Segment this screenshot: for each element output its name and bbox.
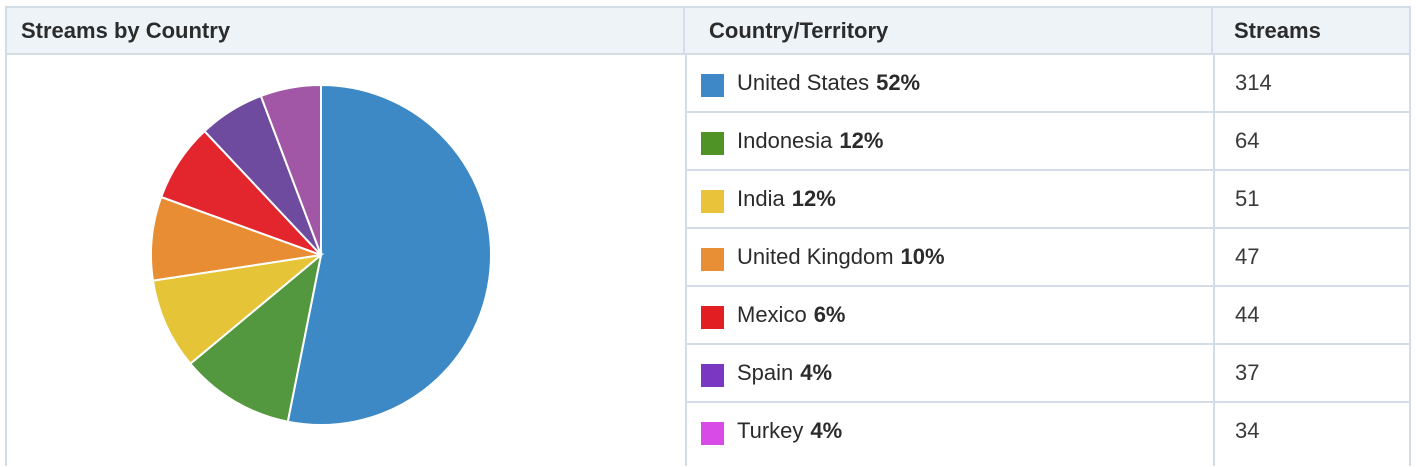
streams-value: 64	[1235, 128, 1260, 153]
streams-value: 314	[1235, 70, 1272, 95]
country-name: Turkey	[737, 418, 804, 443]
pie-chart	[150, 83, 493, 426]
country-name: Spain	[737, 360, 794, 385]
table-row[interactable]: Turkey 4% 34	[687, 403, 1409, 461]
streams-value: 44	[1235, 302, 1260, 327]
divider	[685, 55, 687, 466]
country-cell: India 12%	[737, 171, 836, 227]
pie-slice-turkey[interactable]	[259, 83, 322, 256]
country-percent: 12%	[839, 128, 884, 153]
country-percent: 52%	[876, 70, 921, 95]
streams-value: 47	[1235, 244, 1260, 269]
legend-swatch	[701, 364, 724, 387]
pie-slice-india[interactable]	[151, 253, 325, 366]
streams-value: 34	[1235, 418, 1260, 443]
country-percent: 4%	[810, 418, 843, 443]
legend-swatch	[701, 248, 724, 271]
country-name: Indonesia	[737, 128, 833, 153]
pie-slice-united-states[interactable]	[286, 83, 493, 426]
country-name: India	[737, 186, 785, 211]
country-cell: United States 52%	[737, 55, 920, 111]
legend-swatch	[701, 132, 724, 155]
divider	[1213, 55, 1215, 466]
country-percent: 4%	[800, 360, 833, 385]
country-cell: Indonesia 12%	[737, 113, 883, 169]
legend-swatch	[701, 74, 724, 97]
pie-slice-indonesia[interactable]	[188, 252, 323, 423]
streams-by-country-panel: Streams by Country Country/Territory Str…	[5, 6, 1411, 466]
column-header-country[interactable]: Country/Territory	[685, 8, 1213, 55]
table-row[interactable]: Spain 4% 37	[687, 345, 1409, 403]
country-percent: 6%	[813, 302, 846, 327]
country-percent: 12%	[791, 186, 836, 211]
country-name: United States	[737, 70, 870, 95]
country-cell: Spain 4%	[737, 345, 832, 401]
table-row[interactable]: Mexico 6% 44	[687, 287, 1409, 345]
table-row[interactable]: United Kingdom 10% 47	[687, 229, 1409, 287]
legend-swatch	[701, 306, 724, 329]
country-cell: Turkey 4%	[737, 403, 842, 459]
column-header-streams[interactable]: Streams	[1213, 8, 1409, 55]
table-row[interactable]: Indonesia 12% 64	[687, 113, 1409, 171]
country-name: Mexico	[737, 302, 807, 327]
streams-value: 51	[1235, 186, 1260, 211]
country-percent: 10%	[900, 244, 945, 269]
legend-swatch	[701, 190, 724, 213]
streams-value: 37	[1235, 360, 1260, 385]
table-row[interactable]: India 12% 51	[687, 171, 1409, 229]
pie-chart-area	[7, 55, 685, 462]
legend-swatch	[701, 422, 724, 445]
panel-title: Streams by Country	[7, 8, 685, 55]
country-cell: United Kingdom 10%	[737, 229, 945, 285]
country-name: United Kingdom	[737, 244, 894, 269]
country-cell: Mexico 6%	[737, 287, 845, 343]
country-table: United States 52% 314 Indonesia 12% 64 India 12…	[687, 55, 1409, 461]
table-row[interactable]: United States 52% 314	[687, 55, 1409, 113]
